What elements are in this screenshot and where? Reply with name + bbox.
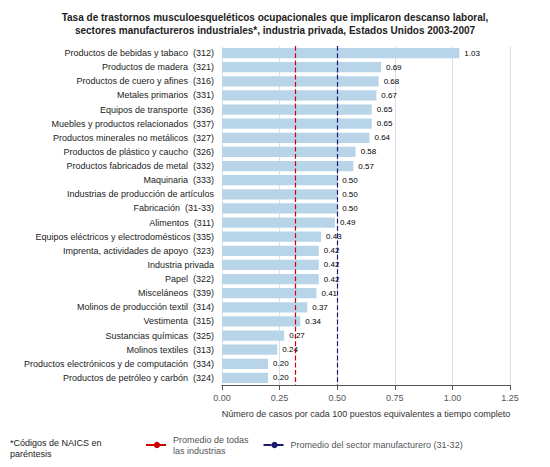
svg-text:Promedio de todas: Promedio de todas bbox=[173, 435, 249, 445]
svg-text:sectores manufactureros indust: sectores manufactureros industriales*, i… bbox=[75, 25, 476, 36]
svg-text:*Códigos de NAICS en: *Códigos de NAICS en bbox=[10, 438, 102, 448]
svg-text:0.20: 0.20 bbox=[273, 359, 289, 368]
svg-text:Alimentos (311): Alimentos (311) bbox=[149, 218, 214, 228]
svg-text:Equipos eléctricos y electrodo: Equipos eléctricos y electrodomésticos (… bbox=[35, 232, 214, 242]
svg-text:0.25: 0.25 bbox=[271, 393, 289, 403]
svg-text:0.64: 0.64 bbox=[374, 133, 390, 142]
svg-text:Sustancias químicas (325): Sustancias químicas (325) bbox=[105, 331, 214, 341]
svg-text:Productos de petróleo y carbón: Productos de petróleo y carbón (324) bbox=[63, 373, 214, 383]
svg-text:Imprenta, actividades de apoyo: Imprenta, actividades de apoyo (323) bbox=[63, 246, 214, 256]
svg-text:Productos electrónicos y de co: Productos electrónicos y de computación … bbox=[24, 359, 214, 369]
svg-text:0.37: 0.37 bbox=[312, 303, 328, 312]
svg-text:Equipos de transporte (336): Equipos de transporte (336) bbox=[100, 105, 214, 115]
svg-text:Tasa de trastornos musculoesqu: Tasa de trastornos musculoesqueléticos o… bbox=[62, 12, 489, 23]
svg-text:0.24: 0.24 bbox=[282, 345, 298, 355]
svg-text:0.50: 0.50 bbox=[342, 190, 358, 199]
svg-text:Metales primarios (331): Metales primarios (331) bbox=[117, 90, 214, 100]
svg-text:0.00: 0.00 bbox=[213, 393, 231, 403]
svg-text:Número de casos por cada 100 p: Número de casos por cada 100 puestos equ… bbox=[222, 409, 511, 419]
svg-text:Productos minerales no metálic: Productos minerales no metálicos (327) bbox=[53, 133, 214, 143]
svg-text:Industria privada: Industria privada bbox=[147, 260, 214, 270]
svg-text:Productos de plástico y caucho: Productos de plástico y caucho (326) bbox=[63, 147, 214, 157]
svg-text:0.67: 0.67 bbox=[381, 91, 397, 100]
svg-text:1.00: 1.00 bbox=[444, 393, 462, 403]
svg-text:1.25: 1.25 bbox=[501, 393, 519, 403]
svg-text:Promedio del sector manufactur: Promedio del sector manufacturero (31-32… bbox=[291, 440, 463, 450]
svg-text:Molinos textiles (313): Molinos textiles (313) bbox=[126, 345, 214, 355]
svg-text:Productos fabricados de metal: Productos fabricados de metal (332) bbox=[66, 161, 214, 171]
svg-text:0.75: 0.75 bbox=[386, 393, 404, 403]
svg-text:0.49: 0.49 bbox=[340, 218, 356, 227]
svg-text:Fabricación (31-33): Fabricación (31-33) bbox=[133, 203, 214, 213]
svg-text:0.68: 0.68 bbox=[384, 77, 400, 86]
svg-text:0.42: 0.42 bbox=[323, 274, 340, 284]
svg-text:0.50: 0.50 bbox=[342, 176, 358, 185]
svg-text:0.20: 0.20 bbox=[273, 373, 289, 382]
svg-text:0.41: 0.41 bbox=[321, 289, 337, 298]
svg-text:Productos de cuero y afines (: Productos de cuero y afines (316) bbox=[76, 76, 214, 86]
svg-text:Muebles y productos relacionad: Muebles y productos relacionados (337) bbox=[51, 119, 214, 129]
svg-text:0.65: 0.65 bbox=[377, 105, 393, 114]
svg-text:1.03: 1.03 bbox=[464, 49, 480, 58]
svg-text:Molinos de producción textil: Molinos de producción textil (314) bbox=[77, 302, 214, 312]
svg-text:las industrias: las industrias bbox=[173, 446, 226, 456]
svg-text:0.58: 0.58 bbox=[361, 147, 377, 156]
svg-text:Maquinaria (333): Maquinaria (333) bbox=[143, 175, 214, 185]
svg-text:0.43: 0.43 bbox=[326, 232, 342, 241]
svg-text:Vestimenta (315): Vestimenta (315) bbox=[143, 316, 214, 326]
svg-text:Productos de madera (321): Productos de madera (321) bbox=[102, 62, 214, 72]
svg-text:0.50: 0.50 bbox=[342, 204, 358, 213]
svg-text:0.34: 0.34 bbox=[305, 317, 321, 326]
svg-text:0.57: 0.57 bbox=[358, 162, 374, 171]
svg-text:Industrias de producción de ar: Industrias de producción de artículos bbox=[67, 189, 215, 199]
svg-text:0.50: 0.50 bbox=[328, 393, 346, 403]
svg-text:paréntesis: paréntesis bbox=[10, 449, 52, 459]
svg-text:0.42: 0.42 bbox=[323, 260, 340, 270]
svg-text:Papel (322): Papel (322) bbox=[165, 274, 214, 284]
svg-text:0.27: 0.27 bbox=[289, 331, 305, 340]
svg-text:Productos de bebidas y tabaco: Productos de bebidas y tabaco (312) bbox=[64, 48, 214, 58]
svg-text:0.42: 0.42 bbox=[323, 246, 340, 256]
svg-text:0.65: 0.65 bbox=[377, 119, 393, 128]
svg-text:Misceláneos (339): Misceláneos (339) bbox=[138, 288, 214, 298]
svg-text:0.69: 0.69 bbox=[386, 63, 402, 72]
